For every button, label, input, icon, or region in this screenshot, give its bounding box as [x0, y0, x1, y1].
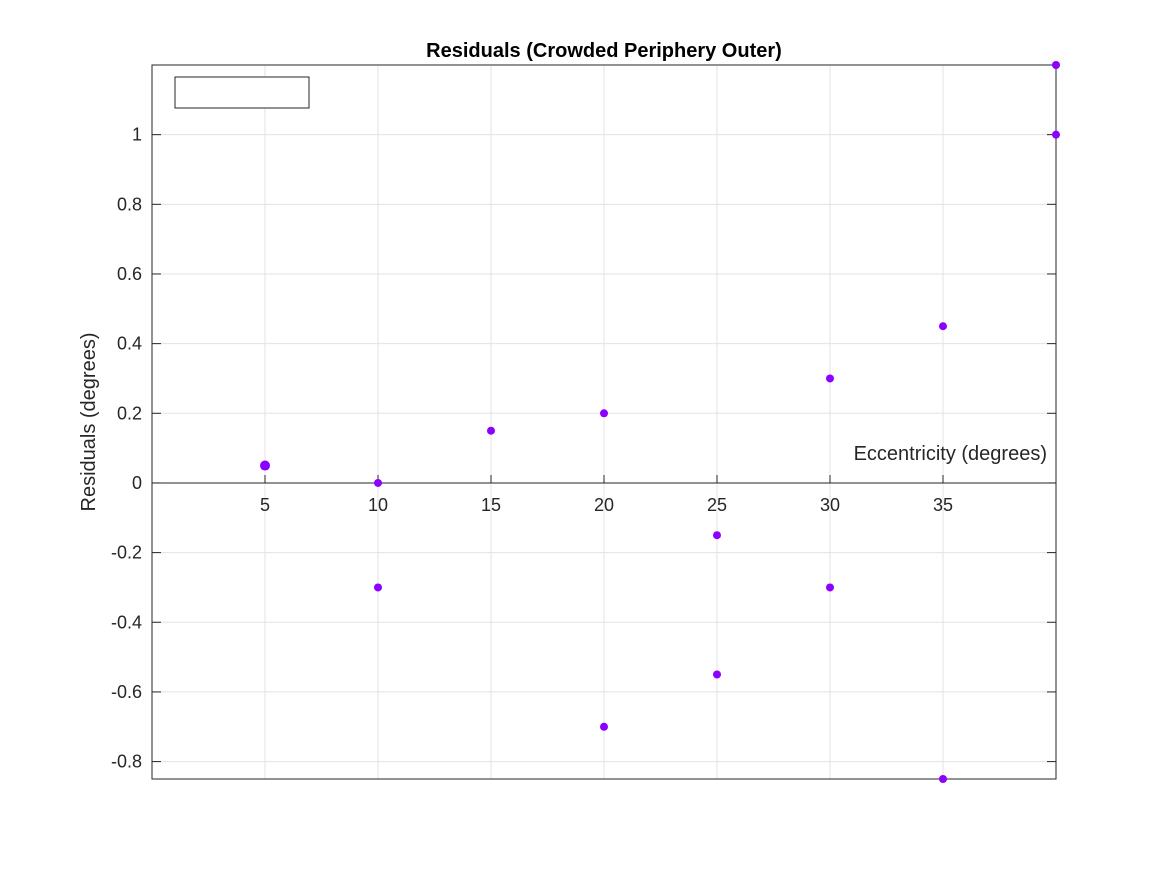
x-tick-label: 15 [481, 495, 501, 515]
y-tick-label: 0.2 [117, 403, 142, 423]
data-point [713, 531, 721, 540]
plot-frame [151, 64, 1057, 780]
data-point [487, 426, 495, 435]
y-tick-label: 1 [132, 125, 142, 145]
y-tick-label: 0 [132, 473, 142, 493]
data-point [260, 460, 270, 471]
y-tick-label: -0.2 [111, 543, 142, 563]
x-tick-label: 35 [933, 495, 953, 515]
data-point [826, 583, 834, 592]
data-point [1052, 61, 1060, 69]
y-tick-label: -0.4 [111, 612, 142, 632]
x-tick-label: 5 [260, 495, 270, 515]
x-tick-label: 30 [820, 495, 840, 515]
tick-labels: 5 10 15 20 25 30 35 -0.8 -0.6 -0.4 -0.2 0 0.2 0.4 0.6 0… [111, 125, 953, 772]
x-tick-label: 20 [594, 495, 614, 515]
y-tick-label: -0.8 [111, 752, 142, 772]
x-tick-label: 25 [707, 495, 727, 515]
x-tick-label: 10 [368, 495, 388, 515]
y-tick-label: 0.4 [117, 334, 142, 354]
data-point [1052, 130, 1060, 139]
data-point [600, 409, 608, 418]
data-point [939, 775, 947, 783]
data-points [260, 61, 1060, 783]
data-point [600, 722, 608, 731]
y-tick-label: 0.8 [117, 194, 142, 214]
x-axis-label: Eccentricity (degrees) [854, 443, 1047, 465]
y-tick-label: -0.6 [111, 682, 142, 702]
y-axis-label: Residuals (degrees) [78, 333, 100, 512]
axes [151, 64, 1057, 780]
data-point [713, 670, 721, 679]
legend-box [174, 76, 310, 109]
grid [152, 65, 1056, 779]
data-point [374, 583, 382, 592]
y-tick-label: 0.6 [117, 264, 142, 284]
data-point [826, 374, 834, 383]
data-point [939, 322, 947, 331]
chart-title: Residuals (Crowded Periphery Outer) [426, 40, 782, 62]
data-point [374, 478, 382, 487]
